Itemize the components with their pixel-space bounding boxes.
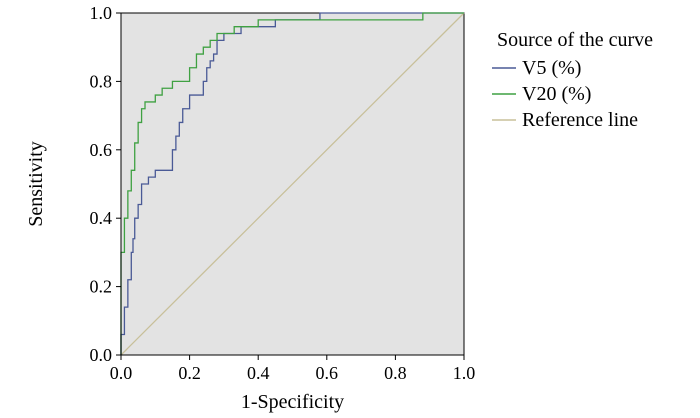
- y-tick-label: 0.4: [90, 208, 113, 228]
- legend-label-v5: V5 (%): [522, 57, 581, 79]
- x-tick-label: 1.0: [453, 363, 476, 383]
- x-tick-label: 0.2: [178, 363, 201, 383]
- series-line-v5: [120, 12, 464, 355]
- y-axis-title: Sensitivity: [25, 141, 47, 227]
- y-tick-label: 1.0: [90, 3, 113, 23]
- x-tick-label: 0.8: [384, 363, 407, 383]
- y-tick-label: 0.6: [90, 140, 113, 160]
- x-tick-label: 0.6: [316, 363, 339, 383]
- legend-label-reference-line: Reference line: [522, 109, 638, 131]
- x-axis-title: 1-Specificity: [241, 391, 344, 413]
- series-line-v20: [120, 12, 464, 355]
- y-tick-label: 0.2: [90, 277, 113, 297]
- y-tick-label: 0.0: [90, 345, 113, 365]
- y-tick-label: 0.8: [90, 71, 113, 91]
- legend-label-v20: V20 (%): [522, 83, 591, 105]
- x-tick-label: 0.4: [247, 363, 270, 383]
- legend-title: Source of the curve: [497, 29, 653, 51]
- x-tick-label: 0.0: [110, 363, 133, 383]
- series-line-reference-line: [120, 12, 465, 356]
